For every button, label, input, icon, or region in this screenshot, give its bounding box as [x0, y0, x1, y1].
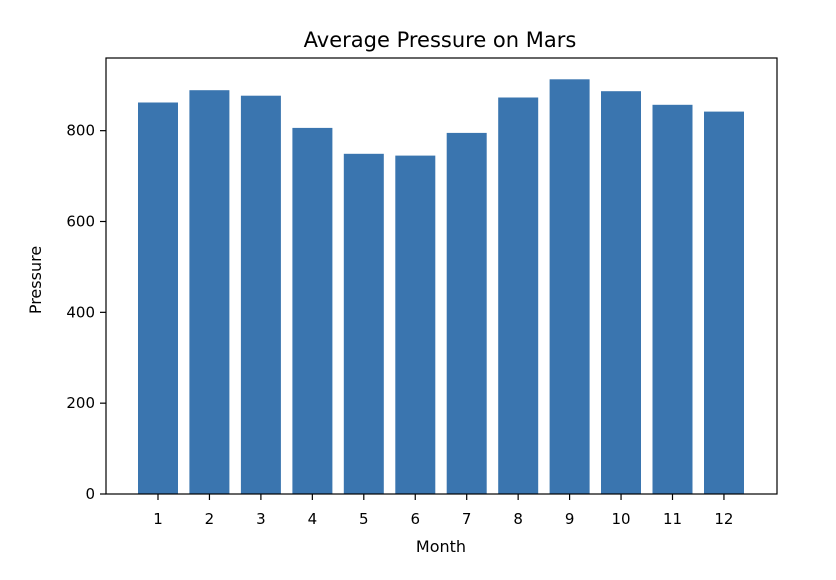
x-tick-label: 2 — [205, 510, 215, 528]
x-tick-label: 3 — [256, 510, 266, 528]
chart-title: Average Pressure on Mars — [304, 28, 577, 52]
y-tick-label: 600 — [66, 213, 95, 231]
x-tick-label: 11 — [663, 510, 682, 528]
bar-month-1 — [138, 102, 178, 494]
y-axis-label: Pressure — [26, 246, 45, 314]
bar-month-12 — [704, 111, 744, 494]
x-tick-label: 5 — [359, 510, 369, 528]
bar-month-11 — [652, 104, 693, 495]
y-axis: 0 200 400 600 800 — [66, 122, 106, 503]
x-tick-label: 4 — [308, 510, 318, 528]
bar-month-10 — [601, 91, 641, 494]
x-tick-label: 6 — [410, 510, 420, 528]
x-tick-label: 7 — [462, 510, 472, 528]
x-tick-label: 1 — [153, 510, 163, 528]
y-tick-label: 200 — [66, 394, 95, 412]
y-tick-label: 0 — [85, 485, 95, 503]
x-tick-label: 12 — [714, 510, 733, 528]
bar-month-4 — [292, 127, 333, 495]
x-tick-label: 9 — [565, 510, 575, 528]
x-tick-label: 10 — [612, 510, 631, 528]
x-tick-label: 8 — [513, 510, 523, 528]
bars-group — [138, 79, 744, 495]
x-axis-label: Month — [416, 537, 466, 556]
bar-month-5 — [343, 153, 384, 495]
bar-month-7 — [446, 132, 487, 494]
bar-month-3 — [240, 95, 281, 494]
bar-month-2 — [189, 90, 230, 494]
y-tick-label: 400 — [66, 303, 95, 321]
bar-month-9 — [549, 79, 590, 495]
bar-month-8 — [498, 97, 539, 494]
y-tick-label: 800 — [66, 122, 95, 140]
plot-frame — [105, 57, 778, 495]
x-axis: 1 2 3 4 5 6 7 8 9 10 11 12 — [153, 494, 733, 528]
bar-month-6 — [395, 155, 436, 494]
